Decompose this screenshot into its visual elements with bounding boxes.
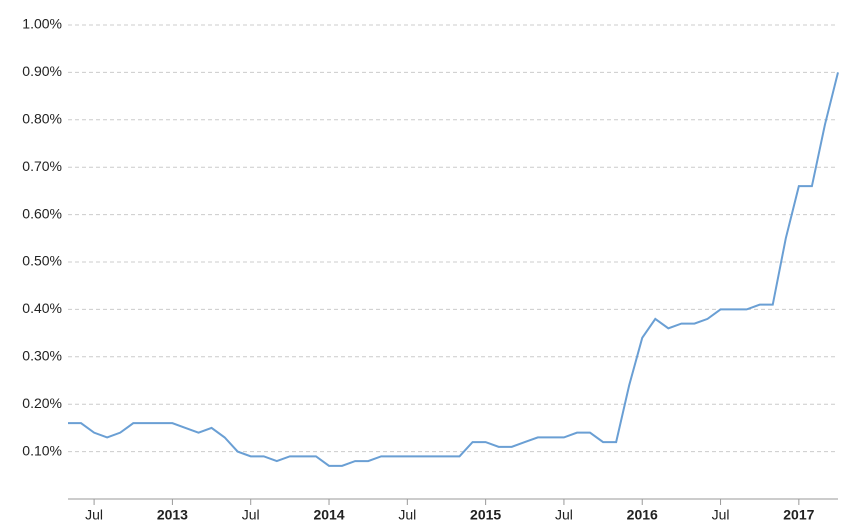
x-tick-label: Jul — [85, 507, 103, 523]
y-tick-label: 0.70% — [22, 158, 62, 174]
y-tick-label: 0.20% — [22, 395, 62, 411]
x-tick-label: 2016 — [627, 507, 658, 523]
y-tick-label: 0.80% — [22, 111, 62, 127]
y-tick-label: 0.10% — [22, 442, 62, 458]
y-tick-label: 0.30% — [22, 348, 62, 364]
y-tick-label: 0.40% — [22, 300, 62, 316]
y-tick-label: 0.60% — [22, 205, 62, 221]
data-line — [68, 72, 839, 467]
x-tick-label: Jul — [242, 507, 260, 523]
y-tick-label: 0.50% — [22, 253, 62, 269]
y-tick-label: 1.00% — [22, 16, 62, 32]
x-tick-label: 2015 — [470, 507, 501, 523]
x-tick-label: 2014 — [313, 507, 344, 523]
x-tick-label: 2017 — [783, 507, 814, 523]
x-tick-label: Jul — [555, 507, 573, 523]
x-tick-label: Jul — [712, 507, 730, 523]
y-tick-label: 0.90% — [22, 63, 62, 79]
x-tick-label: Jul — [398, 507, 416, 523]
x-tick-label: 2013 — [157, 507, 188, 523]
